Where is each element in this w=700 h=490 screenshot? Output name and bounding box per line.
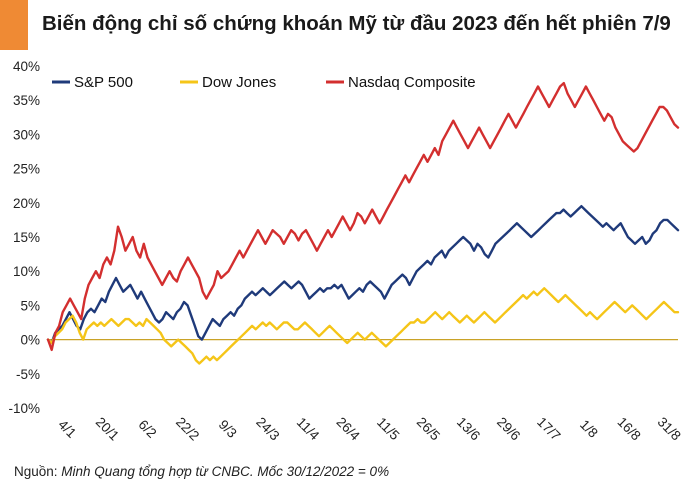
x-tick-label: 29/6	[494, 414, 523, 443]
series-line-dow-jones	[46, 287, 680, 365]
series-line-s-p-500	[46, 204, 680, 345]
x-tick-label: 1/8	[577, 417, 601, 441]
y-tick-label: 35%	[13, 93, 40, 108]
y-tick-label: 5%	[20, 298, 40, 313]
x-tick-label: 6/2	[136, 417, 160, 441]
x-tick-label: 20/1	[93, 414, 122, 443]
x-tick-label: 22/2	[173, 414, 202, 443]
series-line-nasdaq-composite	[46, 81, 680, 352]
x-tick-label: 24/3	[253, 414, 282, 443]
source-text: Minh Quang tổng hợp từ CNBC. Mốc 30/12/2…	[61, 464, 390, 479]
legend-label: S&P 500	[74, 74, 133, 91]
y-tick-label: 30%	[13, 127, 40, 142]
source-prefix: Nguồn:	[14, 464, 62, 479]
y-tick-label: 40%	[13, 59, 40, 74]
y-tick-label: 20%	[13, 196, 40, 211]
x-axis: 4/1 20/1 6/2 22/2 9/3 24/3 11/4 26/4 11/5 26/5 13/…	[48, 339, 684, 444]
y-tick-label: 25%	[13, 162, 40, 177]
legend: S&P 500 Dow Jones Nasdaq Composite	[52, 74, 476, 91]
x-tick-label: 16/8	[614, 414, 643, 443]
legend-label: Dow Jones	[202, 74, 276, 91]
x-tick-label: 11/5	[374, 415, 402, 443]
x-tick-label: 26/4	[334, 414, 364, 444]
x-tick-label: 11/4	[294, 415, 323, 444]
y-tick-label: -5%	[16, 367, 40, 382]
y-tick-label: 0%	[20, 333, 40, 348]
series-lines	[46, 81, 680, 365]
x-tick-label: 17/7	[534, 414, 563, 443]
x-tick-label: 13/6	[454, 414, 483, 443]
x-tick-label: 4/1	[55, 417, 79, 441]
title-accent-bar	[0, 0, 28, 50]
y-tick-label: 15%	[13, 230, 40, 245]
x-tick-label: 26/5	[414, 414, 443, 443]
x-tick-label: 31/8	[655, 414, 684, 443]
y-tick-label: 10%	[13, 264, 40, 279]
y-tick-label: -10%	[8, 401, 40, 416]
y-axis-ticks: 40% 35% 30% 25% 20% 15% 10% 5% 0% -5% -10%	[8, 59, 40, 416]
x-tick-label: 9/3	[216, 417, 240, 441]
legend-label: Nasdaq Composite	[348, 74, 476, 91]
chart-title: Biến động chỉ số chứng khoán Mỹ từ đầu 2…	[42, 12, 671, 35]
line-chart: 40% 35% 30% 25% 20% 15% 10% 5% 0% -5% -10% 4/1 20/1…	[8, 59, 684, 444]
source-note: Nguồn: Minh Quang tổng hợp từ CNBC. Mốc …	[14, 464, 389, 479]
